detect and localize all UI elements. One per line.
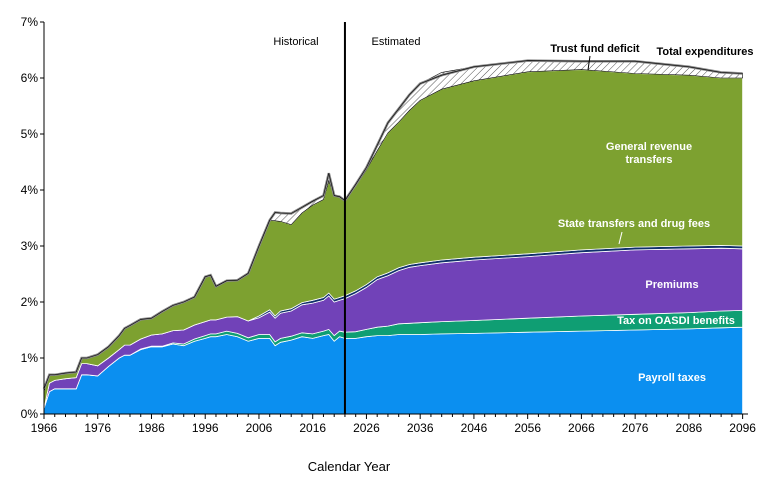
y-tick-label: 6%	[21, 71, 39, 85]
general-revenue-label-line2: transfers	[625, 154, 672, 166]
x-tick-label: 2026	[353, 421, 380, 435]
line-total-expenditures-edge	[43, 60, 743, 389]
payroll-taxes-label: Payroll taxes	[638, 372, 706, 384]
estimated-label: Estimated	[372, 36, 421, 48]
deficit-label-pointer	[587, 55, 591, 71]
x-tick-label: 1996	[192, 421, 219, 435]
trust-fund-deficit-label: Trust fund deficit	[550, 43, 640, 55]
y-tick-label: 1%	[21, 351, 39, 365]
x-tick-label: 2016	[299, 421, 326, 435]
state-transfers-label: State transfers and drug fees	[558, 218, 710, 230]
tax-oasdi-label: Tax on OASDI benefits	[617, 315, 735, 327]
x-tick-label: 2056	[514, 421, 541, 435]
total-expenditures-label: Total expenditures	[657, 46, 754, 58]
axes	[43, 22, 748, 415]
y-axis-ticks: 0% 1% 2% 3% 4% 5% 6% 7%	[21, 15, 44, 421]
x-tick-label: 2086	[676, 421, 703, 435]
state-transfers-pointer	[618, 231, 623, 245]
x-tick-label: 2006	[246, 421, 273, 435]
historical-label: Historical	[273, 36, 318, 48]
x-tick-label: 2076	[622, 421, 649, 435]
y-tick-label: 7%	[21, 15, 39, 29]
y-tick-label: 5%	[21, 127, 39, 141]
x-tick-label: 2096	[729, 421, 756, 435]
y-tick-label: 4%	[21, 183, 39, 197]
x-tick-label: 1976	[84, 421, 111, 435]
x-tick-label: 2066	[568, 421, 595, 435]
y-tick-label: 2%	[21, 295, 39, 309]
x-axis-title: Calendar Year	[308, 459, 391, 474]
stacked-areas	[42, 59, 743, 415]
y-tick-label: 3%	[21, 239, 39, 253]
x-tick-label: 2036	[407, 421, 434, 435]
x-tick-label: 1966	[31, 421, 58, 435]
general-revenue-label-line1: General revenue	[606, 141, 692, 153]
x-tick-label: 1986	[138, 421, 165, 435]
x-tick-label: 2046	[461, 421, 488, 435]
y-tick-label: 0%	[21, 407, 39, 421]
x-axis-ticks: 1966 1976 1986 1996 2006 2016 2026 2036 2046 2056…	[31, 414, 756, 435]
premiums-label: Premiums	[645, 279, 698, 291]
